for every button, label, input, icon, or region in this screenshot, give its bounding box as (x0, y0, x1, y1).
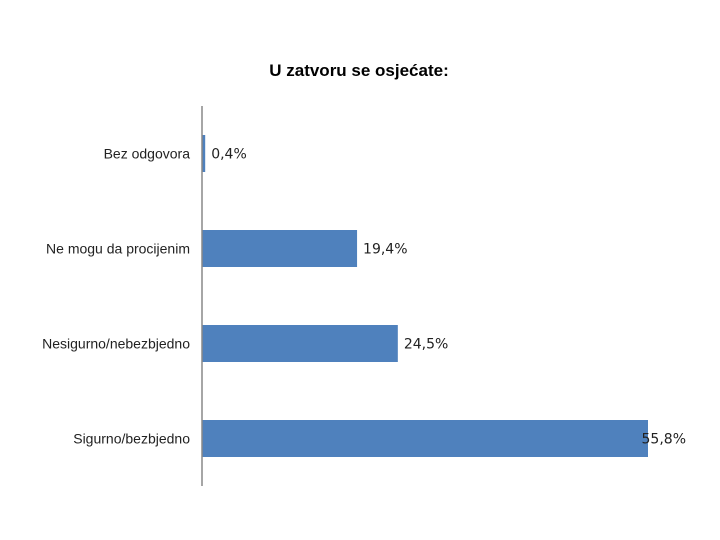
bars-layer (202, 135, 648, 457)
category-label: Ne mogu da procijenim (46, 241, 190, 257)
data-label: 0,4% (211, 147, 247, 163)
labels-layer: Bez odgovora 0,4% Ne mogu da procijenim 19,… (42, 146, 686, 448)
chart-title: U zatvoru se osjećate: (269, 61, 449, 80)
bar-2 (202, 230, 358, 267)
data-label: 19,4% (363, 242, 407, 258)
category-label: Sigurno/bezbjedno (73, 431, 190, 447)
category-label: Nesigurno/nebezbjedno (42, 336, 190, 352)
data-label: 24,5% (404, 337, 448, 353)
bar-3 (202, 325, 398, 362)
bar-4 (202, 420, 648, 457)
data-label: 55,8% (642, 432, 686, 448)
category-label: Bez odgovora (104, 146, 191, 162)
bar-1 (202, 135, 206, 172)
